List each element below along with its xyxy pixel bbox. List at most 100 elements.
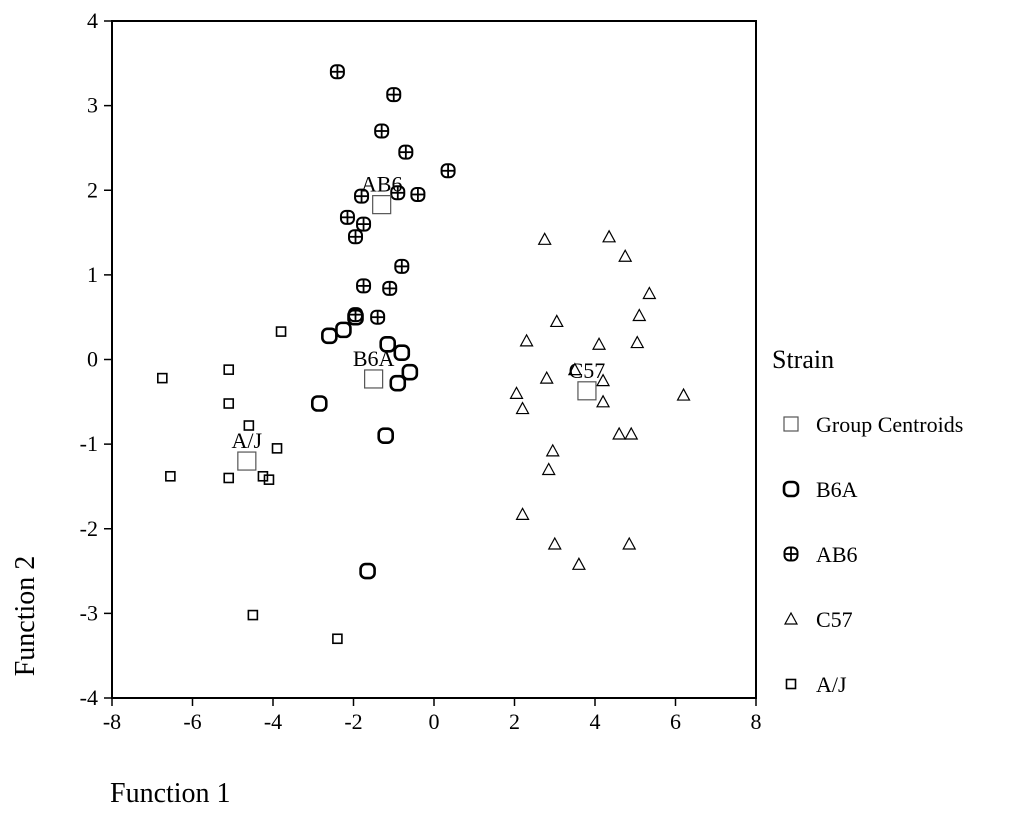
point-b6a [335,321,352,339]
centroid-label: AB6 [361,172,403,197]
point-a-j [332,633,343,645]
x-tick-label: 6 [670,709,681,734]
point-c57 [549,314,564,328]
point-c57 [596,394,611,408]
point-c57 [541,462,556,476]
y-tick-label: -2 [80,516,98,541]
centroid-marker [372,195,392,215]
x-tick-label: -6 [183,709,201,734]
point-c57 [509,386,524,399]
group-centroids: AB6 B6A C57 A/J [232,172,606,471]
y-tick-label: 4 [87,8,98,33]
point-ab6 [370,309,386,325]
point-c57 [519,333,534,347]
point-ab6 [390,185,406,201]
x-tick-label: -4 [264,709,282,734]
point-a-j [157,372,168,384]
data-points [157,64,691,645]
y-tick-label: 1 [87,262,98,287]
x-tick-label: 2 [509,709,520,734]
point-c57 [571,557,586,570]
point-a-j [223,364,235,375]
centroid-marker [237,451,257,471]
point-b6a [393,344,411,362]
point-c57 [537,232,552,245]
legend-marker [785,678,797,690]
y-tick-label: 3 [87,93,98,118]
y-tick-label: -3 [80,600,98,625]
point-ab6 [386,87,402,103]
point-ab6 [398,144,414,160]
point-ab6 [410,186,426,202]
centroid-label: B6A [353,346,395,371]
point-c57 [632,308,647,322]
legend-marker [783,416,799,432]
point-c57 [642,286,657,300]
legend-marker [782,480,800,498]
point-c57 [618,249,633,262]
centroid-label: A/J [232,428,263,453]
point-a-j [271,443,283,454]
legend-label: AB6 [816,542,858,567]
point-ab6 [356,216,372,232]
point-ab6 [394,258,410,274]
point-a-j [263,474,275,485]
point-c57 [602,229,617,243]
point-b6a [321,327,338,345]
point-ab6 [348,307,364,323]
y-tick-label: 2 [87,177,98,202]
y-tick-label: 0 [87,347,98,372]
point-a-j [243,420,255,431]
point-b6a [389,374,407,392]
point-b6a [310,395,328,412]
x-tick-label: 8 [751,709,762,734]
legend-label: Group Centroids [816,412,963,437]
x-axis-ticks: -8 -6 -4 -2 0 2 4 6 8 [103,698,762,734]
point-a-j [247,609,259,621]
point-b6a [379,335,397,353]
centroid-label: C57 [569,358,606,383]
y-tick-label: -4 [80,685,98,710]
x-tick-label: -8 [103,709,121,734]
centroid-marker [577,381,597,401]
x-axis-title: Function 1 [110,778,231,809]
point-c57 [596,373,611,387]
point-c57 [676,387,691,401]
x-tick-label: 4 [590,709,601,734]
legend-label: A/J [816,672,847,697]
point-a-j [165,470,176,482]
point-ab6 [382,280,398,296]
legend-marker [783,546,799,562]
point-b6a [401,363,419,381]
point-ab6 [329,64,345,80]
point-a-j [257,470,269,482]
point-ab6 [374,123,390,139]
legend-title: Strain [772,345,834,374]
point-c57 [547,536,562,550]
legend-marker [783,611,799,625]
legend-label: C57 [816,607,853,632]
point-b6a [377,427,395,444]
point-ab6 [354,188,370,204]
point-ab6 [356,278,372,294]
centroid-marker [364,369,384,389]
point-ab6 [339,209,355,225]
plot-border [111,20,757,699]
point-c57 [515,507,530,520]
point-c57 [539,370,554,384]
point-c57 [612,426,627,440]
point-c57 [622,536,637,550]
x-tick-label: -2 [344,709,362,734]
y-tick-label: -1 [80,431,98,456]
y-axis-ticks: -4 -3 -2 -1 0 1 2 3 4 [80,8,112,710]
point-ab6 [348,229,364,245]
legend-label: B6A [816,477,858,502]
point-a-j [275,326,287,337]
plot-frame [111,20,757,699]
point-c57 [630,335,645,349]
point-b6a [359,562,376,580]
y-axis-title: Function 2 [10,556,41,677]
x-tick-label: 0 [429,709,440,734]
point-a-j [223,472,235,484]
